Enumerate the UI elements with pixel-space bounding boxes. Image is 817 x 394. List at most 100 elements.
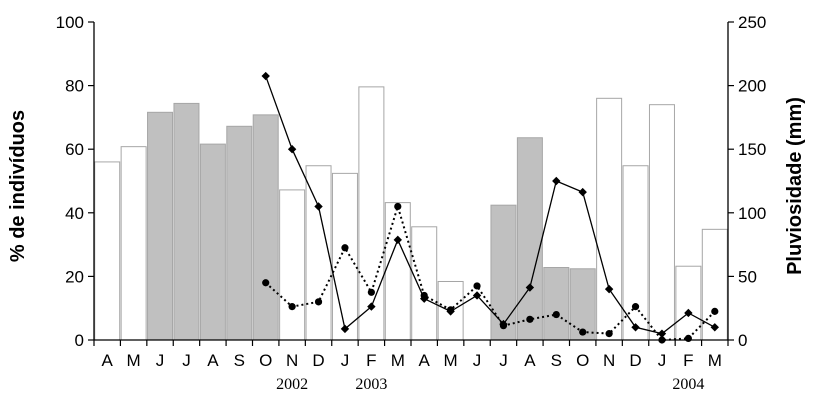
series-point-diamond [393,235,402,245]
bar [490,204,517,341]
x-tick-label: M [444,351,458,370]
series-point-circle [314,298,323,306]
bar [358,86,385,341]
series-layer [261,71,719,344]
bar [305,165,332,341]
x-tick-label: O [259,351,272,370]
x-tick-label: J [341,351,350,370]
year-label: 2003 [355,376,387,393]
bar [199,143,226,341]
x-tick-label: S [551,351,562,370]
bar [543,267,570,341]
series-point-diamond [367,302,376,311]
y-tick-label-left: 60 [65,140,84,159]
bar [331,172,358,341]
bars-layer [94,86,728,341]
series-point-diamond [525,283,535,292]
x-tick-label: F [366,351,376,370]
y-tick-label-right: 100 [738,204,766,223]
series-point-diamond [287,145,297,154]
series-point-circle [499,322,508,330]
x-tick-label: A [524,351,536,370]
series-point-diamond [684,308,693,318]
bar [411,226,438,341]
series-point-circle [552,310,560,319]
x-tick-label: M [708,351,722,370]
series-point-diamond [261,71,270,81]
bar [701,228,728,341]
series-point-circle [394,202,402,211]
x-tick-label: S [234,351,245,370]
bar [279,189,306,341]
axes-layer [88,21,734,346]
series-point-diamond [578,187,587,197]
series-point-diamond [472,291,482,300]
y-axis-label-right: Pluviosidade (mm) [784,97,806,275]
x-tick-label: N [603,351,615,370]
x-tick-label: J [499,351,508,370]
x-tick-label: A [419,351,431,370]
series-point-circle [367,288,375,296]
bar [147,111,174,341]
bar [596,97,623,341]
y-tick-label-right: 250 [738,13,766,32]
bar [569,268,596,341]
series-point-circle [288,303,296,311]
series-point-diamond [340,324,350,334]
year-label: 2004 [672,376,704,393]
series-point-circle [262,279,270,287]
bar [648,104,675,341]
x-tick-label: J [473,351,482,370]
x-tick-label: D [312,351,324,370]
bar [675,265,702,341]
y-axis-label-left: % de indivíduos [7,110,29,262]
bar [94,161,121,341]
series-point-diamond [552,176,561,186]
x-tick-label: D [629,351,641,370]
series-point-circle [341,244,349,252]
y-tick-label-left: 0 [75,331,84,350]
series-point-diamond [710,323,719,332]
series-point-diamond [604,284,614,294]
y-tick-label-right: 50 [738,267,757,286]
bar [120,146,147,341]
series-point-circle [684,334,692,343]
x-tick-label: M [391,351,405,370]
y-tick-label-left: 40 [65,204,84,223]
series-point-circle [631,303,640,311]
series-point-circle [605,330,613,338]
series-line-2 [265,202,716,342]
series-point-circle [658,336,666,344]
x-tick-label: O [576,351,589,370]
x-tick-label: J [182,351,191,370]
x-tick-label: A [102,351,114,370]
year-label: 2002 [276,376,308,393]
x-tick-label: J [156,351,165,370]
x-tick-label: F [683,351,693,370]
series-point-diamond [314,202,323,211]
series-point-circle [473,282,481,290]
series-point-diamond [631,323,640,332]
x-tick-label: A [207,351,219,370]
bar [516,137,543,341]
series-point-circle [447,306,455,314]
y-tick-label-left: 100 [56,13,84,32]
series-point-circle [526,315,534,323]
bar [384,202,411,341]
x-tick-label: N [286,351,298,370]
series-point-diamond [657,329,667,338]
y-tick-label-right: 0 [738,331,747,350]
series-point-circle [579,328,587,336]
series-point-circle [711,307,719,315]
x-tick-label: M [127,351,141,370]
y-tick-label-left: 20 [65,267,84,286]
y-tick-label-left: 80 [65,77,84,96]
bar [173,102,200,341]
bar [252,114,279,341]
y-tick-label-right: 150 [738,140,766,159]
x-tick-label: J [658,351,667,370]
bar [226,125,253,341]
series-point-circle [420,291,428,300]
